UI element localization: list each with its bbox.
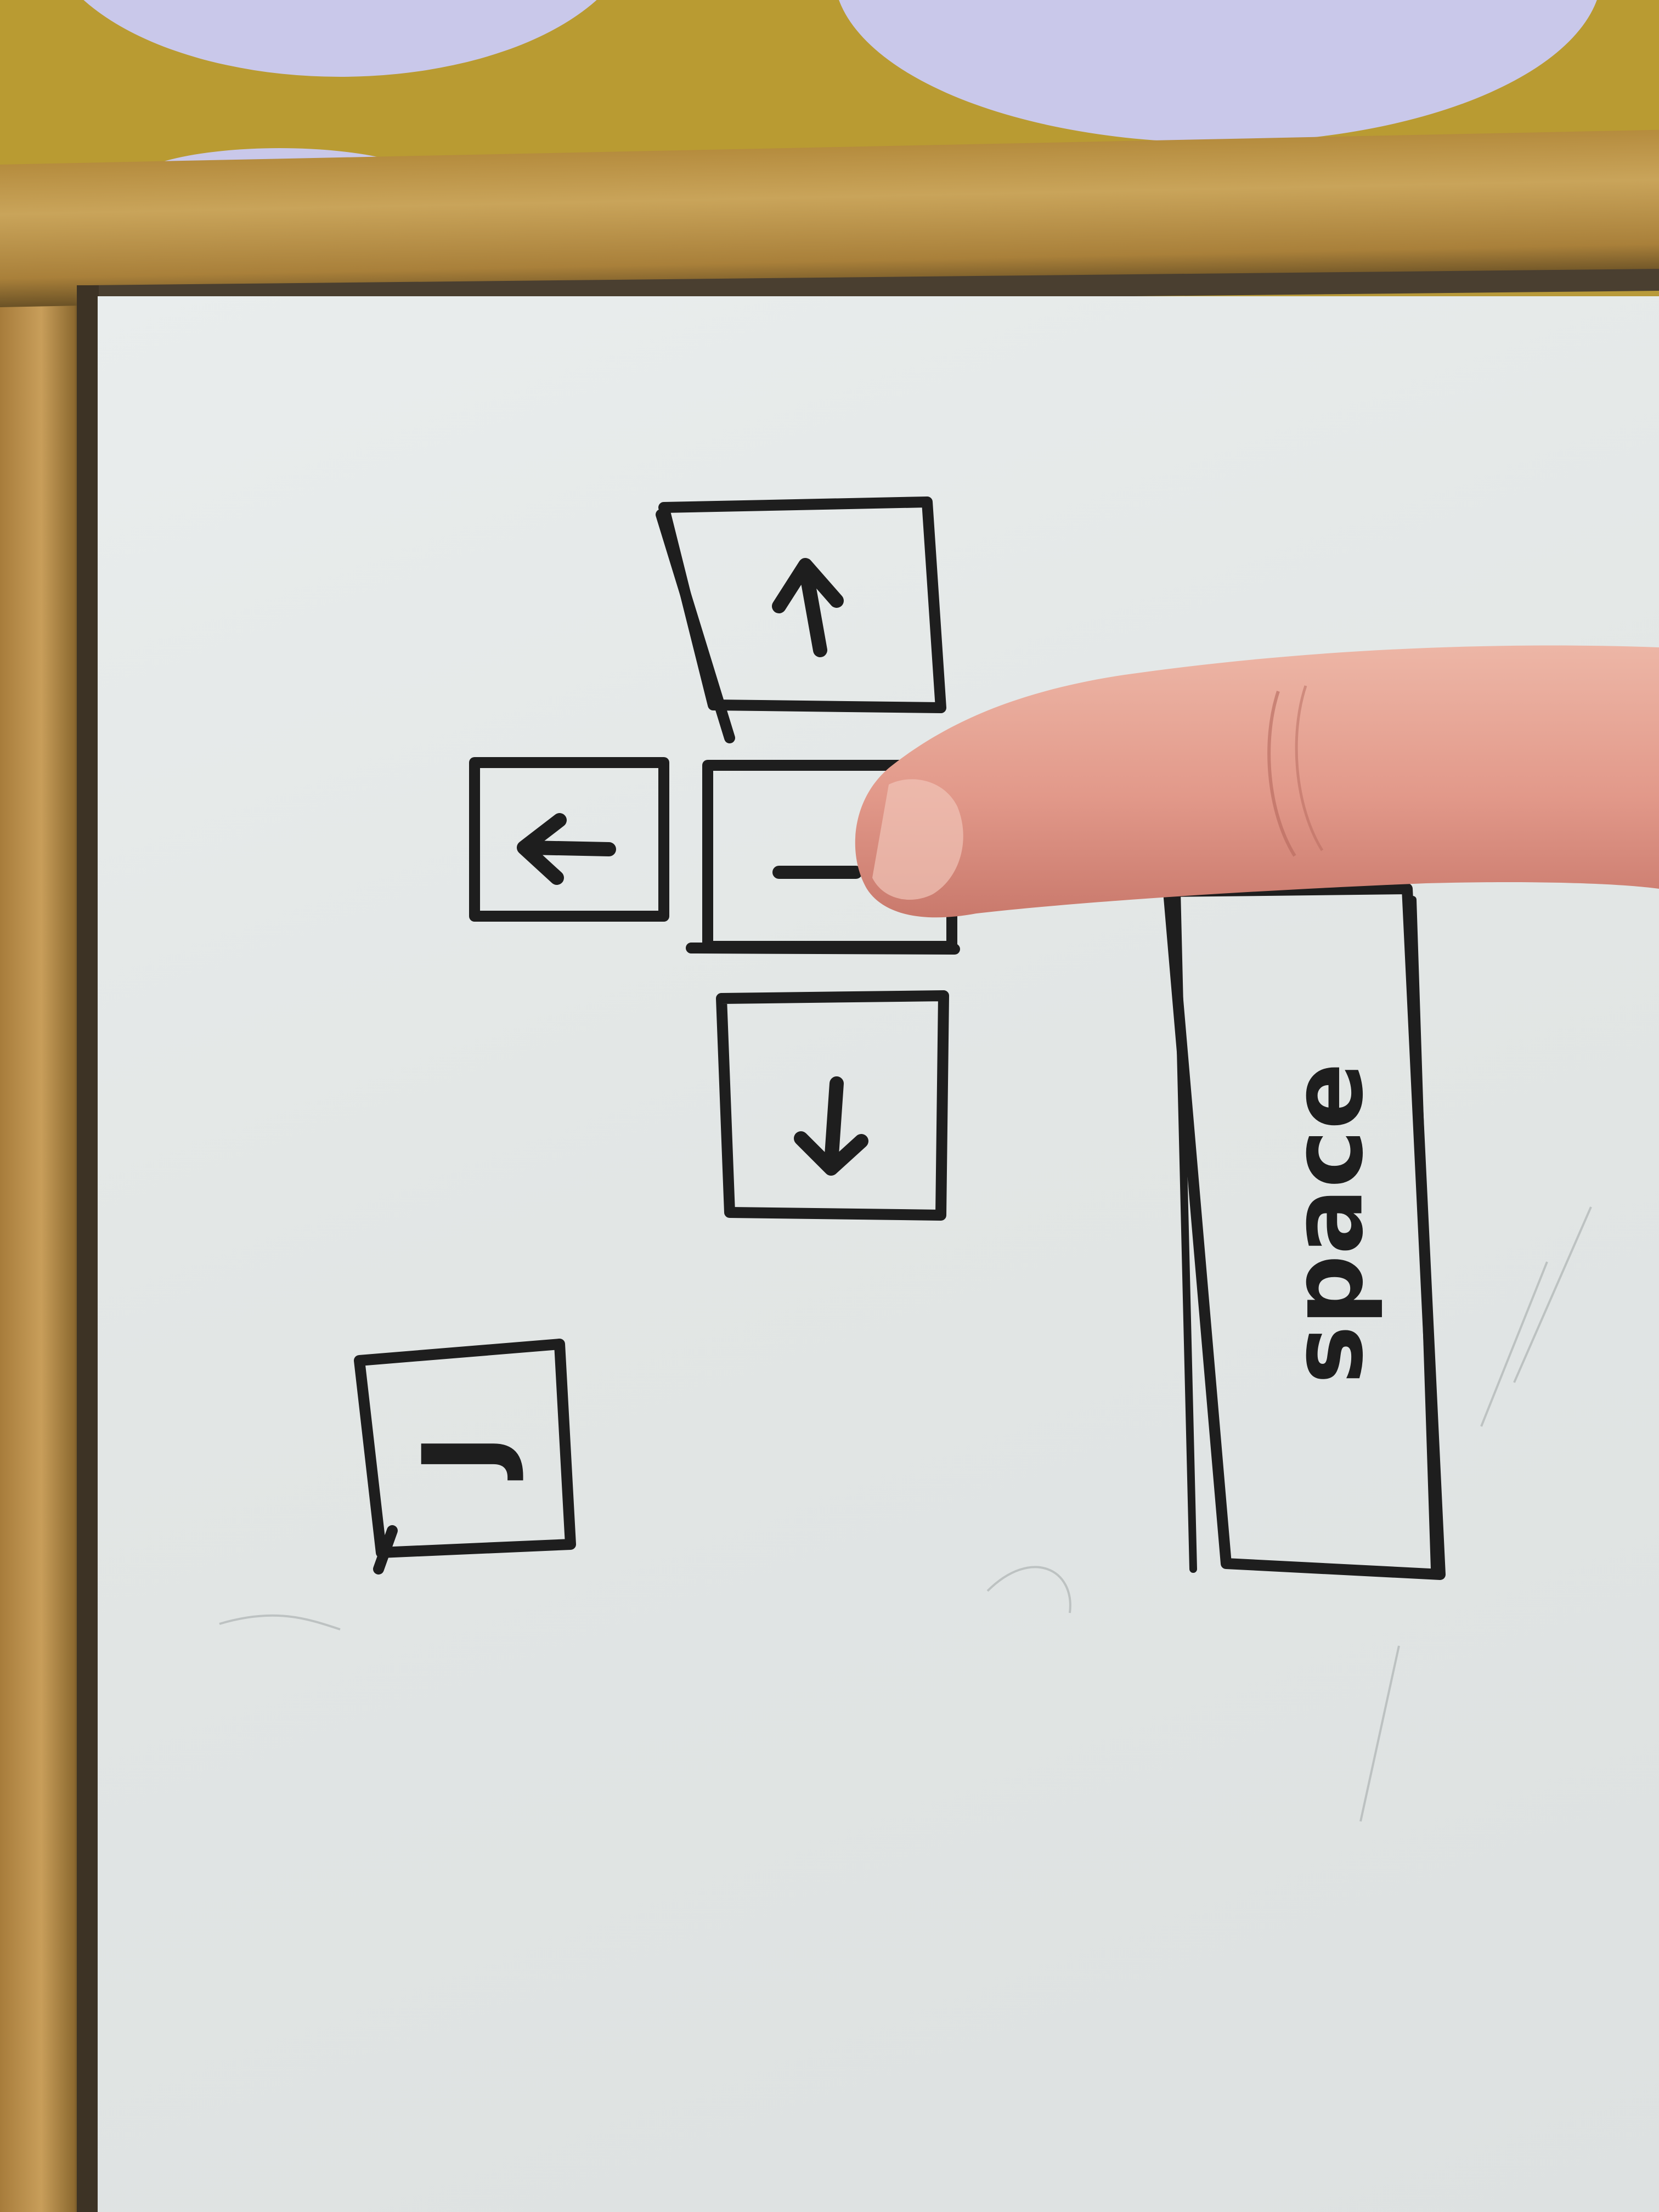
- space-bar-key[interactable]: space: [1163, 883, 1446, 1580]
- frame-inner-shadow-left: [77, 285, 99, 2212]
- down-arrow-key[interactable]: [716, 990, 949, 1221]
- left-arrow-key[interactable]: [469, 757, 669, 922]
- jump-key[interactable]: J: [354, 1339, 576, 1575]
- space-bar-label: space: [1271, 1063, 1385, 1384]
- frame-left-edge: [0, 236, 82, 2212]
- board-scuffs: [219, 1206, 1592, 1822]
- arrow-up-icon: [772, 558, 844, 657]
- pointing-finger: [855, 645, 1659, 918]
- arrow-left-icon: [517, 813, 616, 885]
- up-arrow-key[interactable]: [656, 496, 946, 743]
- whiteboard: [98, 296, 1659, 2212]
- jump-key-label: J: [400, 1434, 528, 1481]
- arrow-down-icon: [794, 1076, 868, 1176]
